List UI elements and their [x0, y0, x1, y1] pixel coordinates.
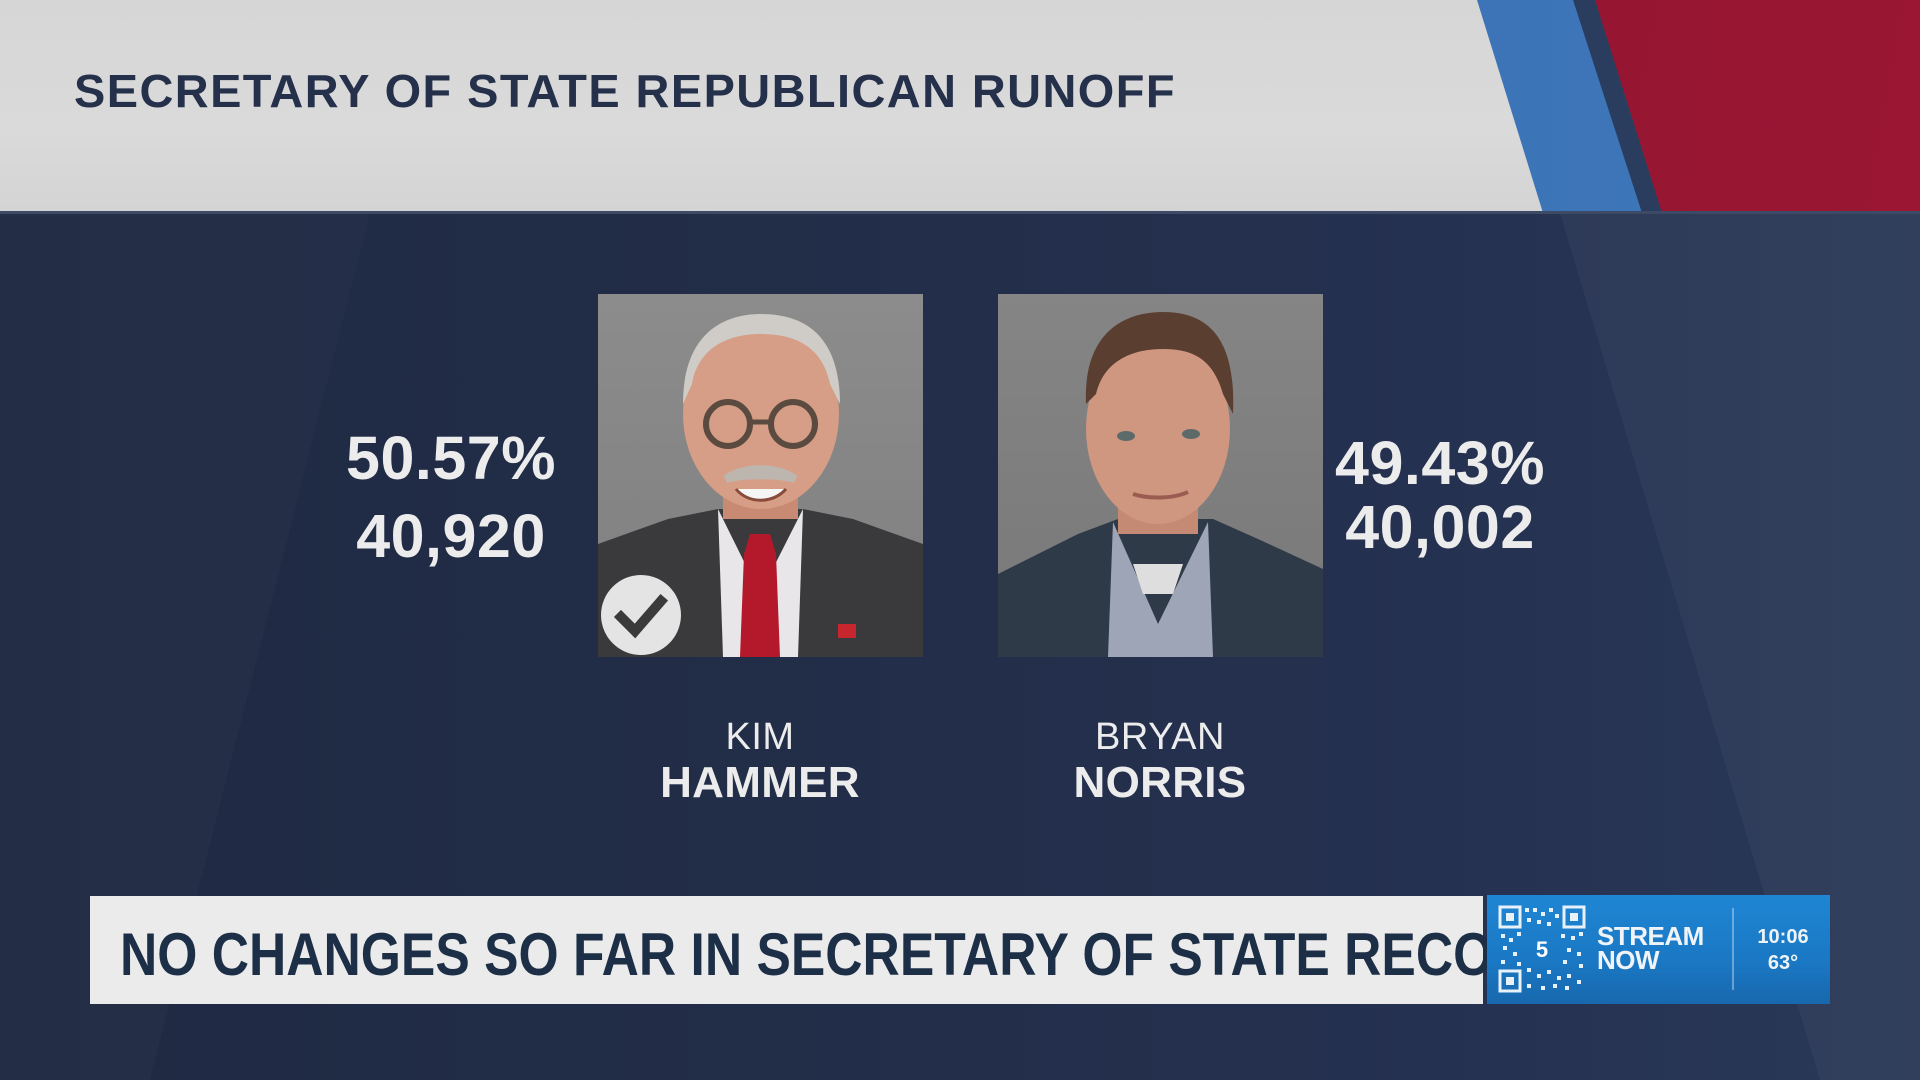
candidate-1-votes: 40,920 [356, 502, 546, 570]
candidate-portrait-icon [598, 314, 923, 657]
candidate-2-first-name: BRYAN [1095, 716, 1225, 758]
graphic-header: SECRETARY OF STATE REPUBLICAN RUNOFF [0, 0, 1920, 213]
candidate-1-first-name: KIM [725, 716, 795, 758]
candidate-2-results: 49.43% 40,002 [1320, 431, 1560, 559]
stream-label-line1: STREAM [1597, 921, 1704, 951]
qr-code-icon: 5 [1498, 905, 1586, 993]
candidate-2-percent: 49.43% [1335, 429, 1545, 497]
candidate-1-photo [598, 294, 923, 657]
time-weather: 10:06 63° [1739, 926, 1827, 974]
clock-time: 10:06 [1757, 926, 1809, 948]
temperature: 63° [1767, 952, 1799, 974]
candidate-1-percent: 50.57% [346, 424, 556, 492]
candidate-2-last-name: NORRIS [1073, 758, 1247, 807]
lower-third-banner: NO CHANGES SO FAR IN SECRETARY OF STATE … [90, 896, 1634, 1004]
winner-checkmark-badge [601, 575, 681, 655]
header-divider [0, 211, 1920, 214]
candidate-2-votes: 40,002 [1345, 493, 1535, 561]
stream-now-bug: 5 STREAM NOW 10:06 63° [1487, 895, 1830, 1004]
svg-text:5: 5 [1536, 937, 1548, 962]
candidate-1-last-name: HAMMER [660, 758, 860, 807]
stream-now-label[interactable]: STREAM NOW [1597, 921, 1704, 975]
candidate-1-results: 50.57% 40,920 [331, 426, 571, 568]
race-title: SECRETARY OF STATE REPUBLICAN RUNOFF [74, 65, 1176, 117]
candidate-2-photo [998, 294, 1323, 657]
stream-label-line2: NOW [1597, 945, 1660, 975]
headline-text: NO CHANGES SO FAR IN SECRETARY OF STATE … [120, 921, 1634, 988]
checkmark-circle-icon [613, 593, 669, 639]
stream-divider [1732, 908, 1734, 990]
candidate-portrait-icon [998, 312, 1323, 657]
